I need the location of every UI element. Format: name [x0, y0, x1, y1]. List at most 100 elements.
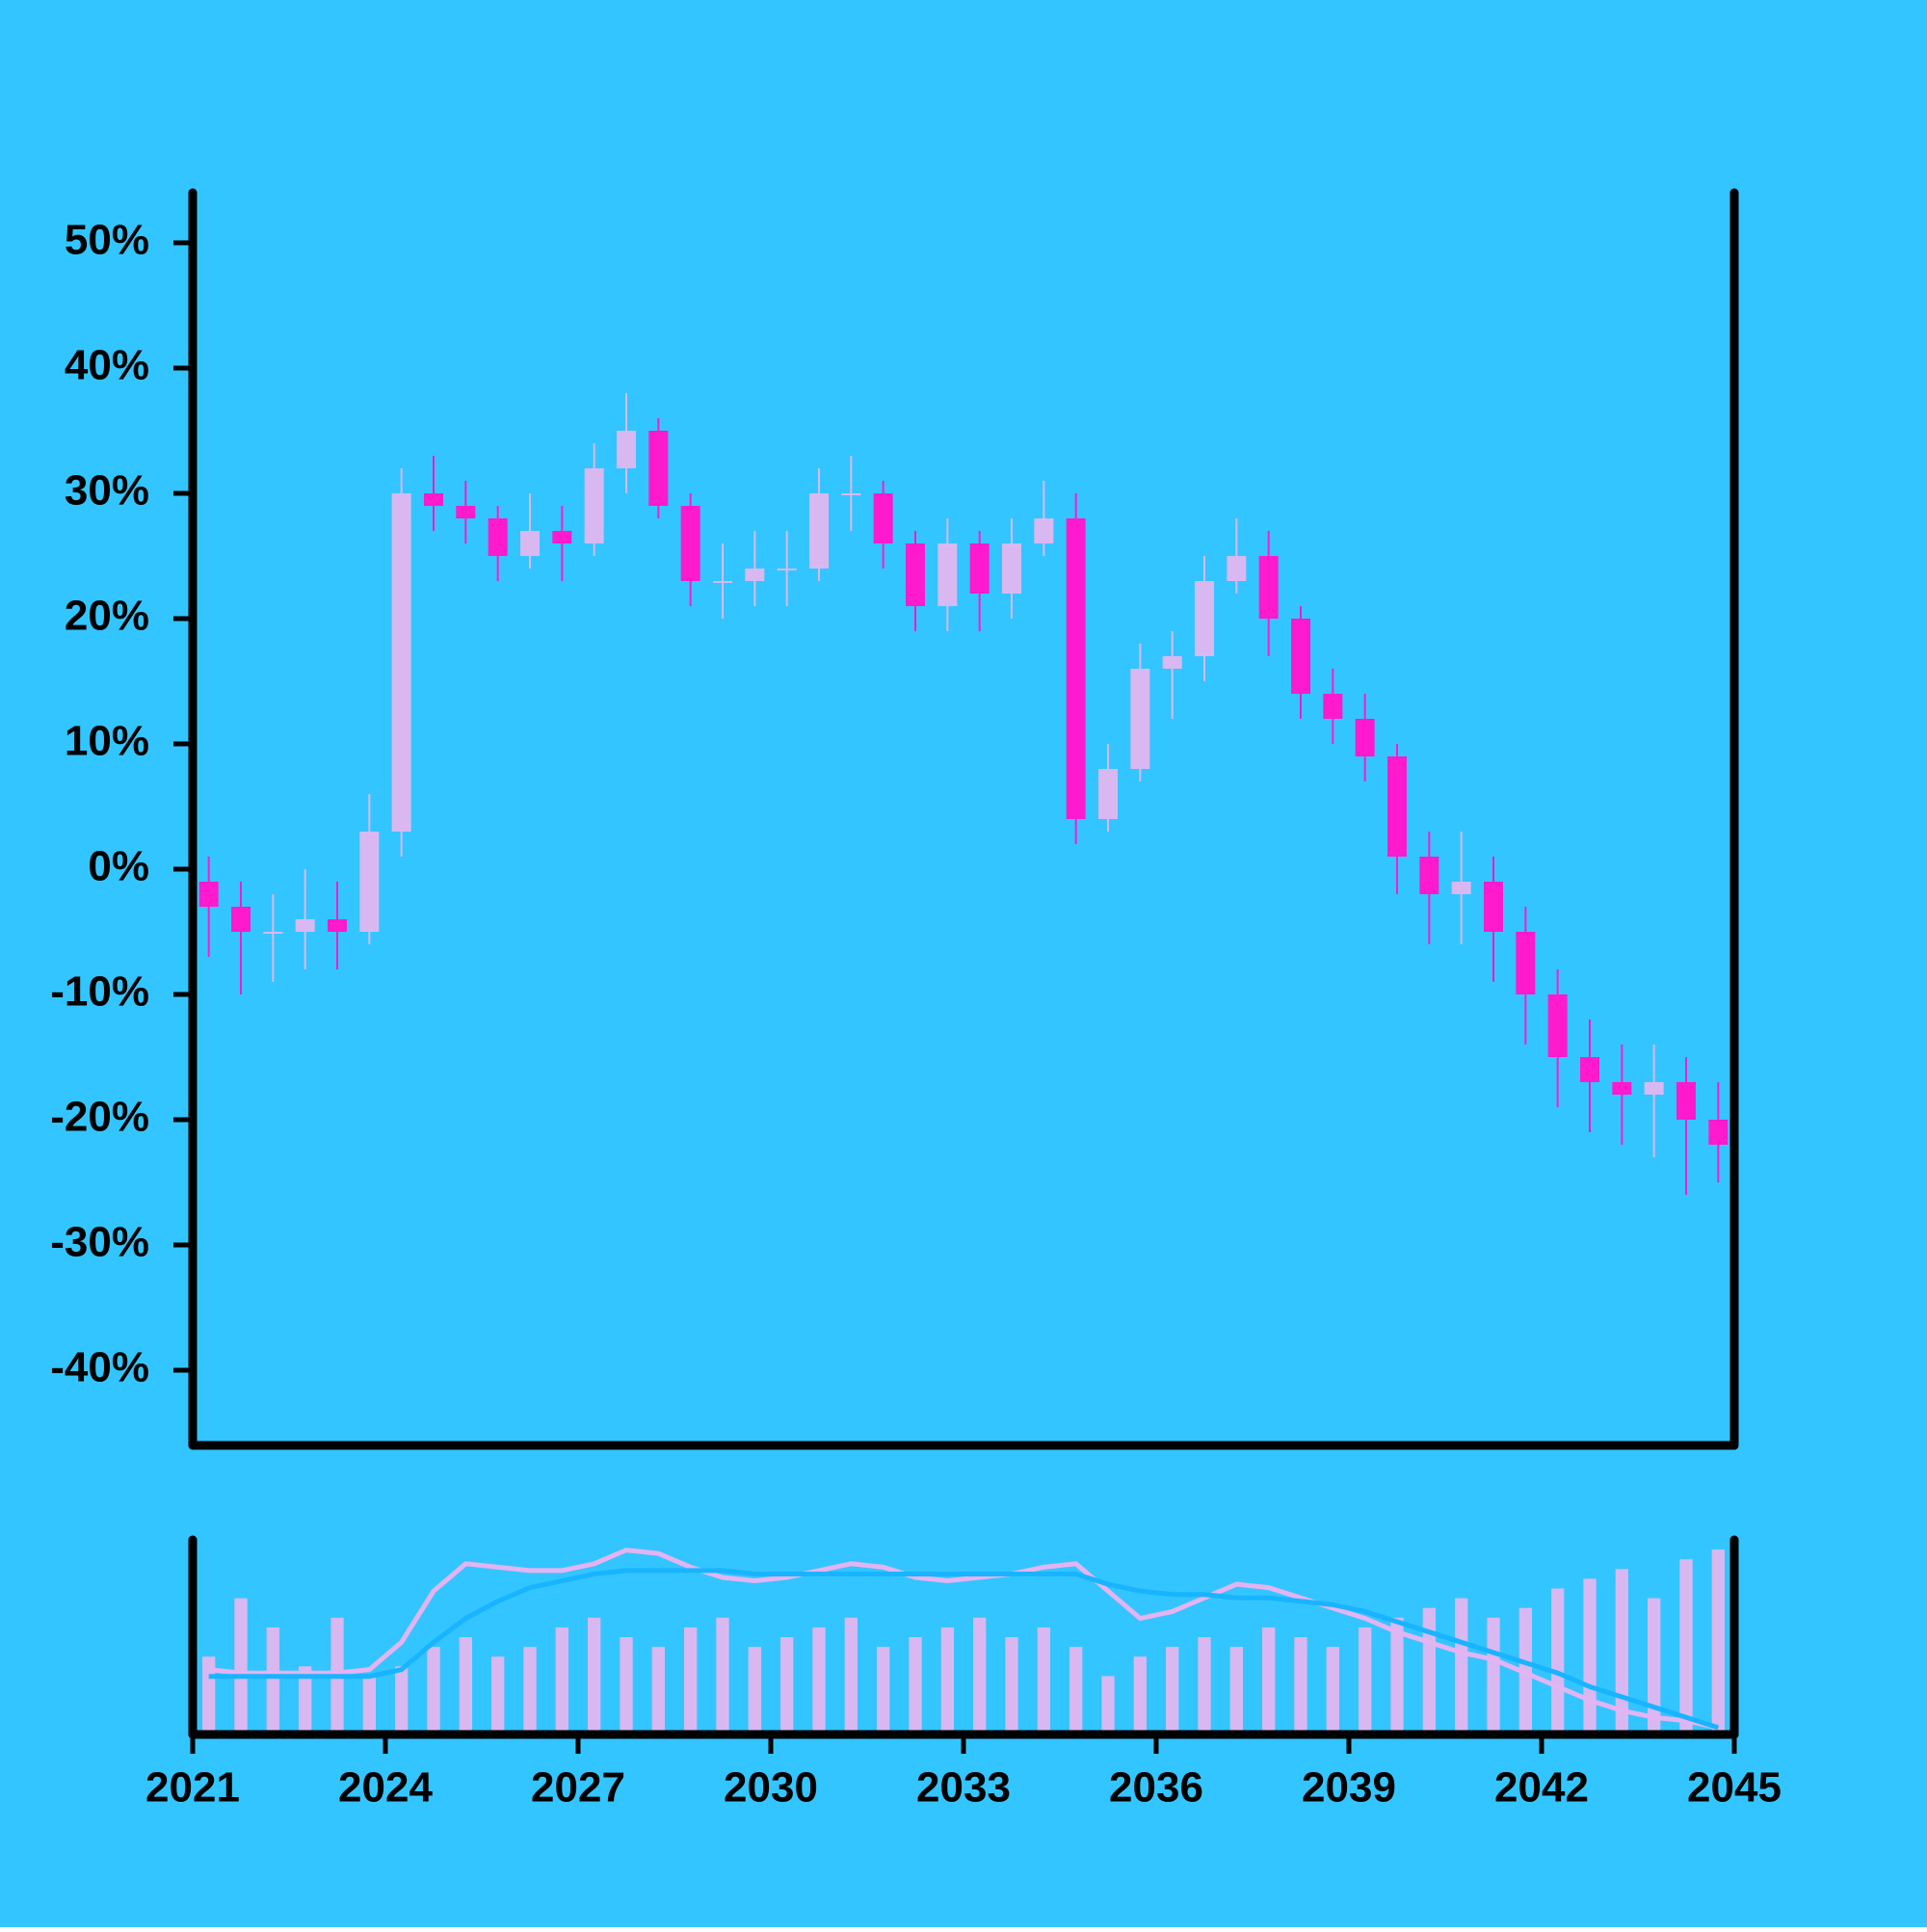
candle-body [424, 493, 443, 506]
volume-bar [1133, 1656, 1147, 1734]
candle-body [1130, 669, 1150, 769]
volume-bar [523, 1647, 537, 1734]
candle-body [1227, 556, 1247, 581]
candle-body [328, 919, 347, 932]
volume-bar [362, 1676, 376, 1734]
candle-body [1644, 1082, 1664, 1095]
volume-bar [812, 1627, 826, 1734]
y-tick-label: -10% [50, 968, 149, 1016]
candle-body [1387, 756, 1407, 857]
candle-body [1291, 619, 1310, 694]
volume-bar [1455, 1598, 1468, 1734]
y-tick-label: 40% [65, 342, 149, 389]
volume-bar [780, 1637, 794, 1734]
y-tick-label: 20% [65, 593, 149, 640]
volume-bar [1615, 1569, 1628, 1734]
volume-bar [1487, 1617, 1500, 1734]
candle-body [1547, 994, 1568, 1057]
volume-bar [1422, 1607, 1436, 1734]
candle-body [1708, 1120, 1729, 1145]
volume-bar [877, 1647, 890, 1734]
x-tick-label: 2030 [724, 1764, 818, 1812]
candle-body [1516, 932, 1536, 994]
volume-bar [620, 1637, 633, 1734]
x-tick-label: 2021 [145, 1764, 240, 1812]
candle-body [841, 493, 861, 495]
candle-body [1451, 882, 1471, 894]
volume-bar [684, 1627, 698, 1734]
volume-bar [1037, 1627, 1050, 1734]
y-tick-label: -20% [50, 1094, 149, 1141]
volume-bar [1005, 1637, 1018, 1734]
volume-bar [940, 1627, 954, 1734]
volume-bar [1390, 1617, 1404, 1734]
y-tick-label: 30% [65, 467, 149, 515]
volume-bar [1648, 1598, 1661, 1734]
candle-body [1066, 518, 1086, 819]
candle-body [1162, 656, 1182, 669]
candle-body [1034, 518, 1054, 543]
candle-body [1098, 769, 1118, 819]
volume-bar [1229, 1647, 1243, 1734]
volume-bar [299, 1666, 312, 1734]
candle-body [937, 543, 958, 606]
candle-body [1419, 857, 1439, 894]
volume-bar [1166, 1647, 1179, 1734]
volume-bar [716, 1617, 729, 1734]
volume-bar [844, 1617, 858, 1734]
x-tick-label: 2039 [1302, 1764, 1396, 1812]
y-tick-label: 10% [65, 718, 149, 765]
volume-bar [1069, 1647, 1083, 1734]
candle-body [648, 431, 669, 506]
volume-bar [1101, 1676, 1115, 1734]
volume-bar [1198, 1637, 1211, 1734]
candle-body [359, 832, 380, 932]
candle-body [1355, 719, 1375, 756]
volume-bar [588, 1617, 601, 1734]
candle-body [969, 543, 990, 594]
candle-body [520, 531, 540, 556]
x-tick-label: 2045 [1687, 1764, 1782, 1812]
candle-body [1258, 556, 1279, 619]
candle-body [777, 569, 797, 570]
candle-body [1195, 581, 1214, 656]
candle-body [617, 431, 636, 468]
volume-bar [1583, 1578, 1597, 1734]
volume-bar [491, 1656, 505, 1734]
candle-body [745, 569, 765, 581]
x-tick-label: 2027 [531, 1764, 625, 1812]
x-tick-label: 2024 [338, 1764, 433, 1812]
y-tick-label: -30% [50, 1219, 149, 1266]
volume-bar [973, 1617, 987, 1734]
candle-body [1676, 1082, 1696, 1120]
candle-body [488, 518, 508, 556]
candle-body [231, 907, 251, 932]
volume-bar [427, 1647, 440, 1734]
x-tick-label: 2033 [916, 1764, 1011, 1812]
volume-bar [651, 1647, 665, 1734]
candle-body [809, 493, 829, 569]
volume-bar [266, 1627, 279, 1734]
volume-bar [1326, 1647, 1339, 1734]
volume-bar [909, 1637, 922, 1734]
candle-body [1323, 694, 1343, 719]
y-tick-label: 50% [65, 217, 149, 264]
volume-bar [1359, 1627, 1372, 1734]
candle-body [584, 468, 604, 543]
candle-body [713, 581, 732, 583]
volume-bar [395, 1666, 409, 1734]
moving-average [208, 1568, 1720, 1731]
candle-body [552, 531, 572, 543]
volume-bar [1679, 1559, 1693, 1734]
candle-body [680, 506, 700, 581]
volume-bar [748, 1647, 761, 1734]
candle-body [456, 506, 476, 518]
volume-bar [1711, 1549, 1725, 1734]
y-tick-label: 0% [88, 843, 149, 890]
y-tick-label: -40% [50, 1344, 149, 1391]
candle-body [1580, 1057, 1599, 1082]
moving-average [208, 1548, 1719, 1731]
x-tick-label: 2036 [1109, 1764, 1203, 1812]
